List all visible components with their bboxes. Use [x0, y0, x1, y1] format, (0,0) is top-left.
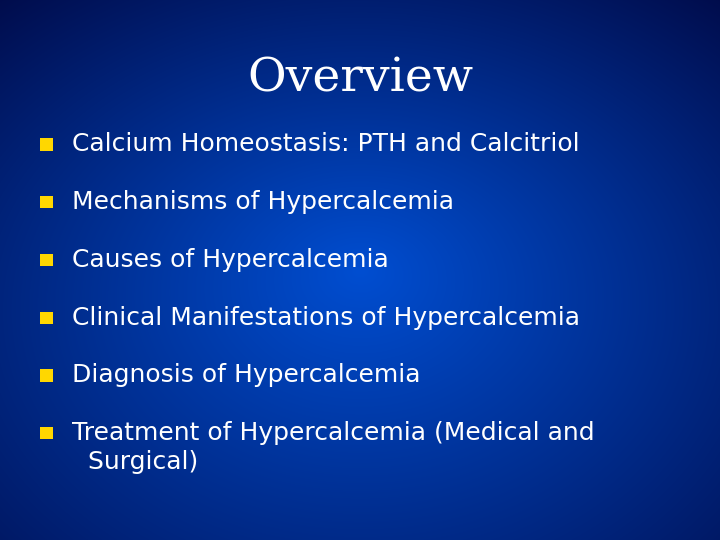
- Text: Clinical Manifestations of Hypercalcemia: Clinical Manifestations of Hypercalcemia: [72, 306, 580, 329]
- Text: Causes of Hypercalcemia: Causes of Hypercalcemia: [72, 248, 389, 272]
- FancyBboxPatch shape: [40, 369, 53, 382]
- FancyBboxPatch shape: [40, 138, 53, 151]
- FancyBboxPatch shape: [40, 427, 53, 440]
- Text: Overview: Overview: [247, 57, 473, 102]
- FancyBboxPatch shape: [40, 312, 53, 324]
- Text: Diagnosis of Hypercalcemia: Diagnosis of Hypercalcemia: [72, 363, 420, 387]
- FancyBboxPatch shape: [40, 196, 53, 208]
- FancyBboxPatch shape: [40, 254, 53, 266]
- Text: Calcium Homeostasis: PTH and Calcitriol: Calcium Homeostasis: PTH and Calcitriol: [72, 132, 580, 156]
- Text: Treatment of Hypercalcemia (Medical and
  Surgical): Treatment of Hypercalcemia (Medical and …: [72, 421, 595, 474]
- Text: Mechanisms of Hypercalcemia: Mechanisms of Hypercalcemia: [72, 190, 454, 214]
